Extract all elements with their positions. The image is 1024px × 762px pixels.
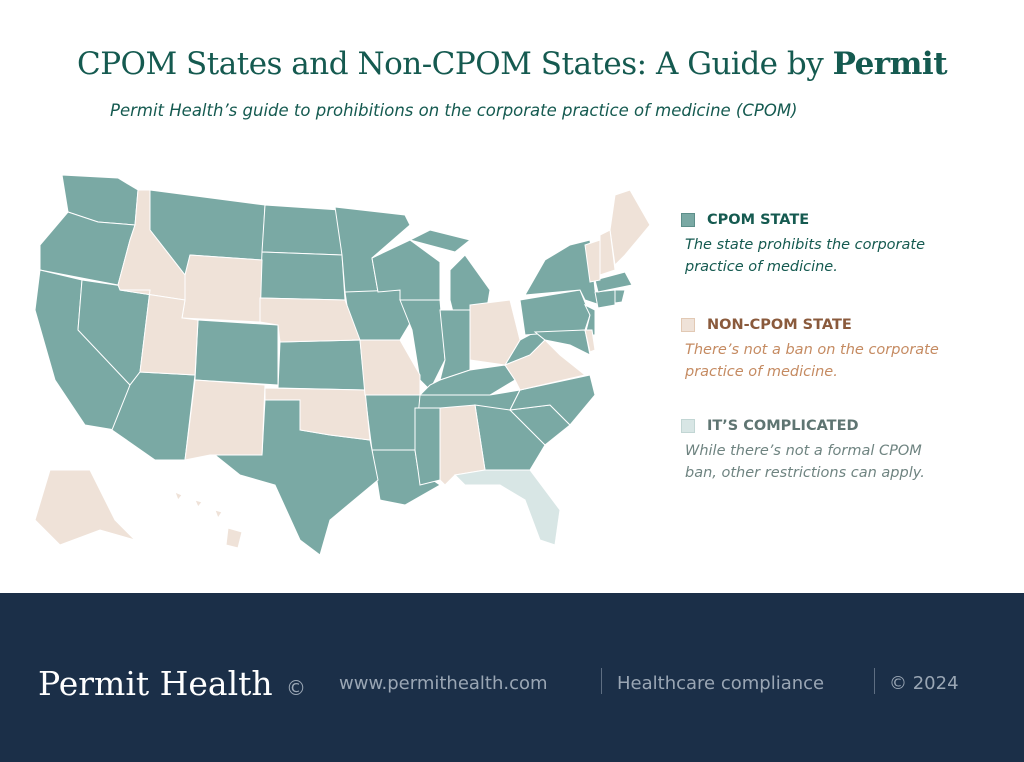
divider [601,668,602,694]
legend-label: IT’S COMPLICATED [707,418,859,434]
state-ky [418,364,516,396]
state-oh [469,299,521,366]
state-ms [414,407,441,486]
state-fl [453,469,561,546]
legend-head: NON-CPOM STATE [681,317,939,333]
footer-tagline: Healthcare compliance [617,673,825,694]
state-mi2 [408,229,472,253]
title-brand: Permit [832,46,948,82]
title-text: CPOM States and Non-CPOM States: A Guide… [76,46,833,82]
footer-copyright: © 2024 [889,673,959,694]
state-me [609,189,651,267]
state-hi [174,491,183,501]
legend-swatch [681,318,695,332]
state-ma [594,271,633,293]
state-in [439,309,471,381]
legend-desc-line: The state prohibits the corporate [685,237,925,253]
state-mo [352,339,421,396]
us-map [34,174,651,556]
legend-desc-line: There’s not a ban on the corporate [685,342,939,358]
state-de [584,329,596,353]
footer-url[interactable]: www.permithealth.com [339,673,548,694]
footer [0,593,1024,762]
legend-description: The state prohibits the corporate practic… [685,234,925,278]
subtitle: Permit Health’s guide to prohibitions on… [110,101,798,120]
legend-desc-line: ban, other restrictions can apply. [685,465,925,481]
legend-head: CPOM STATE [681,212,925,228]
page-title: CPOM States and Non-CPOM States: A Guide… [0,46,1024,82]
legend-description: While there’s not a formal CPOM ban, othe… [685,440,925,484]
legend-item-cpom: CPOM STATE The state prohibits the corpor… [681,212,925,278]
state-va [504,339,587,391]
state-hi [225,527,243,549]
state-md [533,329,591,356]
legend-swatch [681,419,695,433]
state-ut [119,289,199,376]
state-sd [259,251,346,301]
state-ar [364,394,421,451]
state-nd [261,204,343,256]
legend-desc-line: practice of medicine. [685,259,838,275]
state-nm [184,379,266,461]
legend-swatch [681,213,695,227]
state-ak [34,469,137,546]
state-vt [584,239,601,283]
state-ri [614,289,626,304]
state-ne [259,297,361,343]
state-wy [181,254,263,323]
legend-label: NON-CPOM STATE [707,317,852,333]
footer-brand: Permit Health [38,664,273,703]
legend-item-complicated: IT’S COMPLICATED While there’s not a form… [681,418,925,484]
legend-label: CPOM STATE [707,212,810,228]
state-co [194,319,279,386]
legend-desc-line: While there’s not a formal CPOM [685,443,922,459]
state-ny [524,239,601,306]
state-ok [264,387,371,441]
state-hi [214,509,223,520]
state-ks [277,339,366,391]
brand-copyright-icon: © [286,676,306,700]
state-pa [519,289,591,336]
legend-item-non-cpom: NON-CPOM STATE There’s not a ban on the c… [681,317,939,383]
legend-description: There’s not a ban on the corporate practi… [685,339,939,383]
legend-desc-line: practice of medicine. [685,364,838,380]
legend-head: IT’S COMPLICATED [681,418,925,434]
state-hi [194,499,203,508]
state-ct [594,289,616,309]
divider [874,668,875,694]
